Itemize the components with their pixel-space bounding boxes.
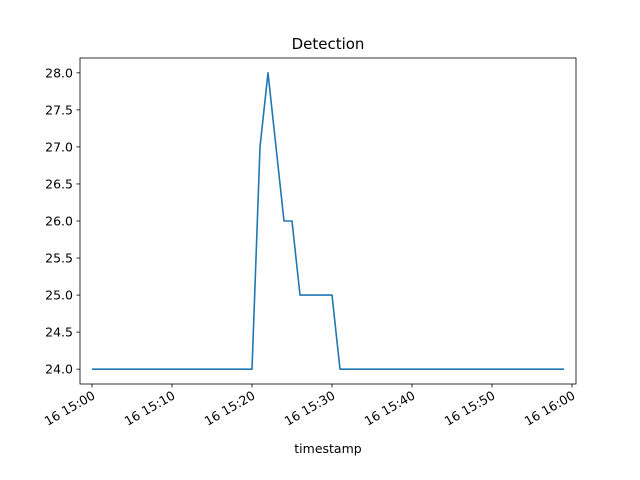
series-line	[92, 72, 564, 370]
chart-title: Detection	[292, 35, 365, 53]
y-tick-label: 26.5	[45, 176, 73, 191]
y-tick-label: 27.5	[45, 102, 73, 117]
y-tick-label: 25.5	[45, 251, 73, 266]
series-layer	[92, 72, 564, 370]
y-tick-label: 26.0	[45, 214, 73, 229]
y-tick-label: 24.0	[45, 362, 73, 377]
y-tick-label: 28.0	[45, 65, 73, 80]
plot-frame	[79, 57, 577, 385]
y-axis: 24.0 24.5 25.0 25.5 26.0 26.5 27.0 27.5 28.0	[45, 65, 80, 377]
y-tick-label: 27.0	[45, 139, 73, 154]
y-tick-label: 25.0	[45, 288, 73, 303]
y-tick-label: 24.5	[45, 325, 73, 340]
x-axis-label: timestamp	[294, 441, 361, 456]
